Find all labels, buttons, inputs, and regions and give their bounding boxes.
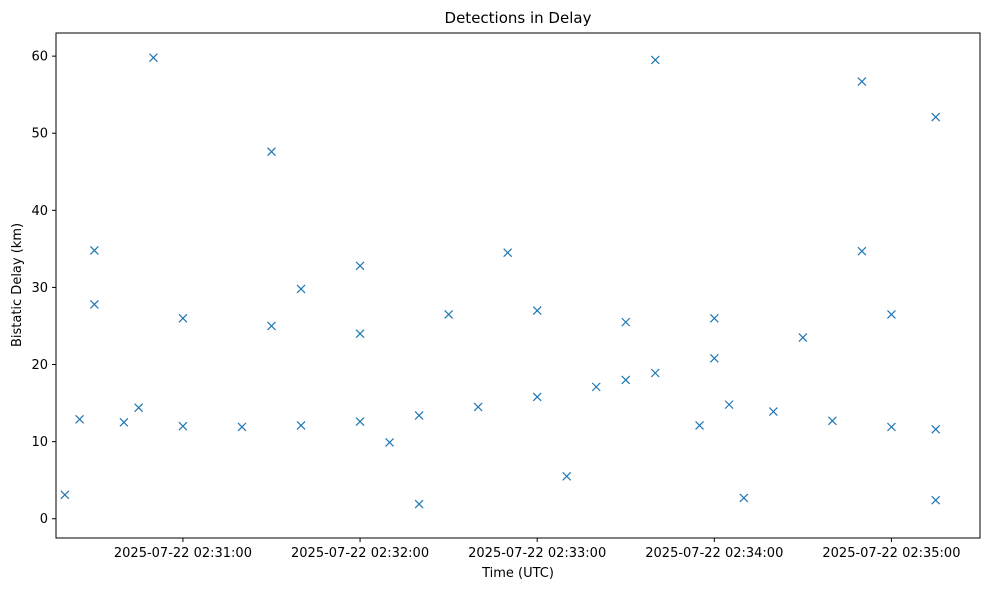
plot-frame	[55, 32, 981, 539]
data-point	[695, 421, 704, 430]
x-tick-label: 2025-07-22 02:32:00	[291, 546, 429, 561]
data-point	[385, 437, 395, 447]
data-point	[148, 53, 158, 63]
data-point	[355, 261, 365, 271]
x-tick-label: 2025-07-22 02:34:00	[645, 546, 783, 561]
data-point	[621, 375, 631, 385]
x-tick-label: 2025-07-22 02:35:00	[822, 546, 960, 561]
data-point	[562, 471, 572, 481]
x-tick-label: 2025-07-22 02:31:00	[114, 546, 252, 561]
data-point	[709, 353, 719, 363]
y-tick-label: 30	[31, 281, 48, 296]
data-point	[532, 306, 542, 315]
data-point	[296, 284, 306, 294]
data-point	[827, 416, 837, 426]
data-point	[724, 400, 734, 410]
data-point	[60, 490, 70, 500]
data-point	[267, 147, 276, 157]
data-point	[414, 499, 424, 509]
data-point	[739, 493, 749, 503]
y-tick-label: 10	[31, 435, 48, 450]
data-points	[60, 53, 941, 509]
data-point	[237, 422, 247, 432]
x-axis-ticks: 2025-07-22 02:31:00 2025-07-22 02:32:00 20…	[114, 538, 960, 561]
data-point	[414, 410, 424, 420]
data-point	[75, 414, 85, 424]
data-point	[267, 321, 276, 331]
data-point	[887, 309, 896, 319]
y-tick-label: 0	[40, 512, 48, 527]
data-point	[355, 417, 365, 427]
x-axis-label: Time (UTC)	[481, 566, 554, 581]
data-point	[857, 77, 867, 86]
data-point	[650, 368, 660, 378]
chart-title: Detections in Delay	[445, 9, 592, 27]
data-point	[178, 421, 188, 431]
data-point	[119, 417, 129, 427]
data-point	[89, 245, 99, 255]
data-point	[931, 112, 941, 122]
data-point	[532, 392, 542, 402]
y-axis-label: Bistatic Delay (km)	[10, 223, 25, 347]
data-point	[621, 317, 631, 327]
y-tick-label: 60	[31, 50, 48, 65]
data-point	[591, 382, 601, 392]
y-axis-ticks: 0 10 20 30 40 50 60	[31, 50, 56, 527]
y-tick-label: 20	[31, 358, 48, 373]
data-point	[931, 495, 941, 505]
x-tick-label: 2025-07-22 02:33:00	[468, 546, 606, 561]
data-point	[89, 299, 99, 309]
data-point	[931, 424, 941, 434]
data-point	[709, 313, 719, 323]
data-point	[178, 313, 188, 323]
data-point	[473, 402, 483, 412]
data-point	[798, 333, 808, 342]
data-point	[134, 403, 144, 413]
data-point	[503, 248, 513, 258]
data-point	[444, 309, 454, 319]
data-point	[887, 422, 896, 432]
data-point	[857, 246, 867, 256]
data-point	[355, 329, 365, 339]
data-point	[768, 407, 778, 416]
data-point	[650, 55, 660, 65]
data-point	[296, 421, 306, 430]
y-tick-label: 50	[31, 127, 48, 142]
y-tick-label: 40	[31, 204, 48, 219]
